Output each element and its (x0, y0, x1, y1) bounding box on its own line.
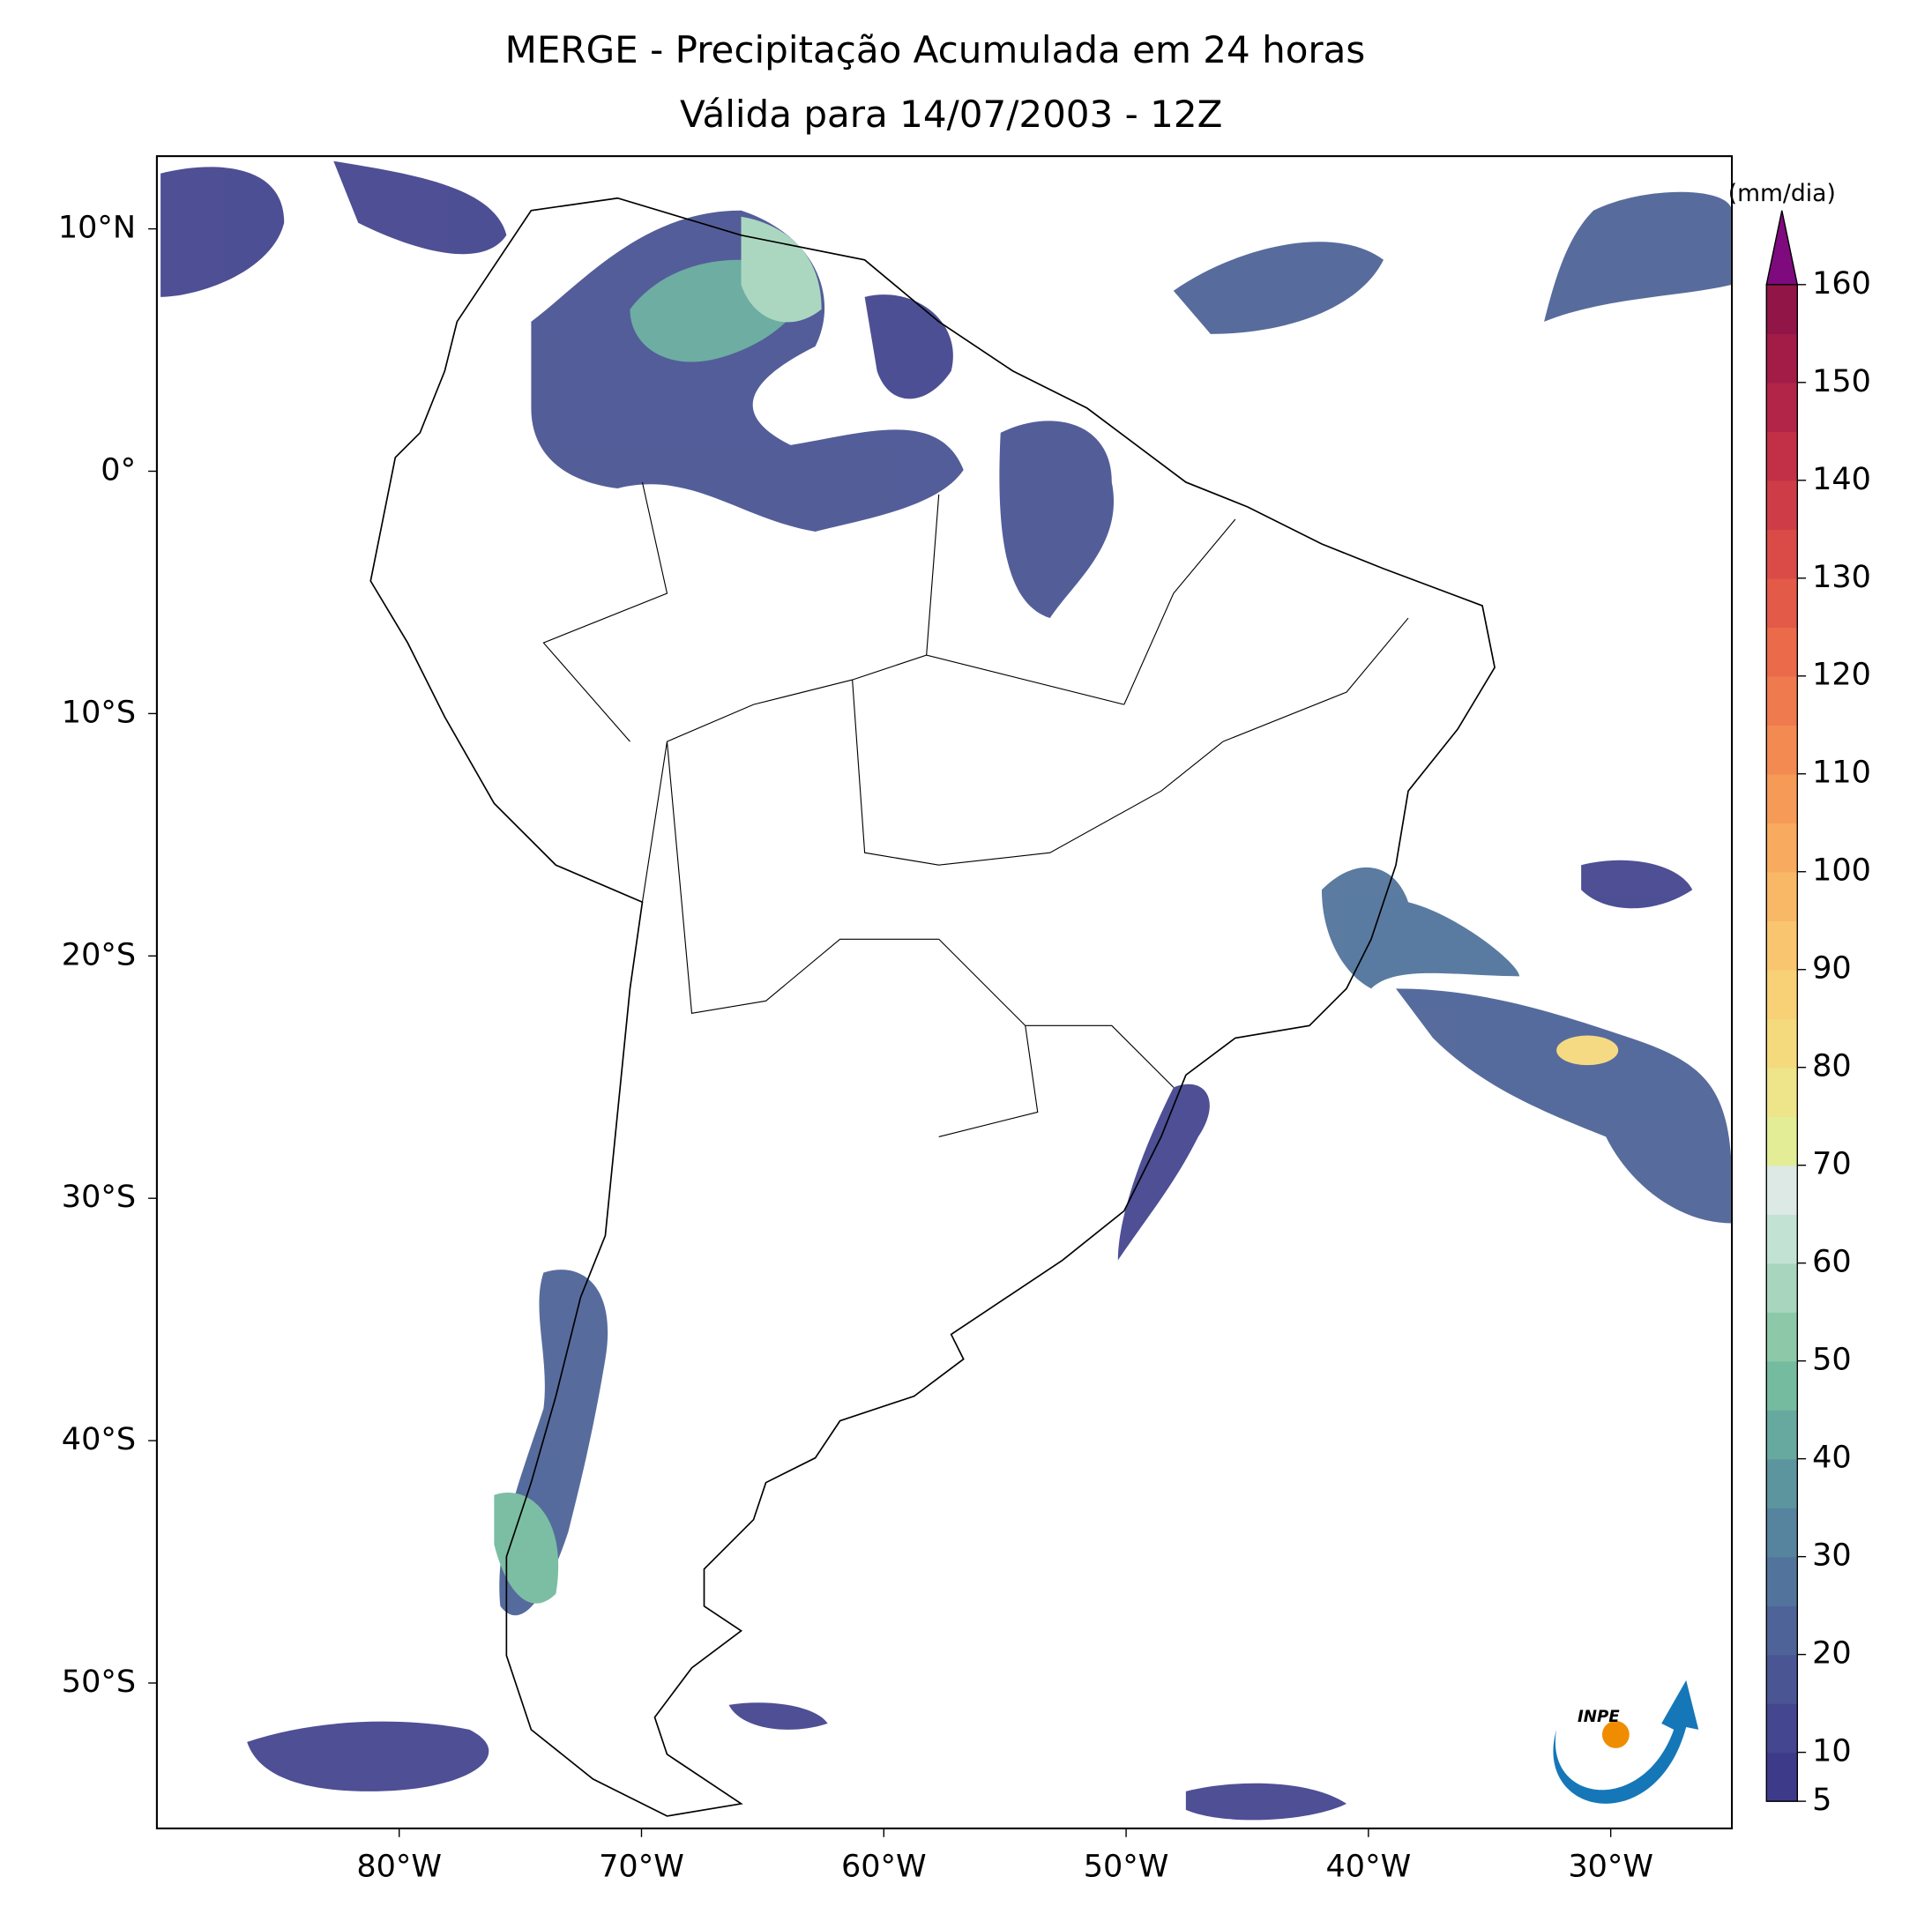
borders (542, 481, 1409, 1137)
colorbar-band (1766, 480, 1798, 530)
colorbar-band (1766, 1262, 1798, 1313)
colorbar-band (1766, 577, 1798, 628)
colorbar-tick-label: 40 (1812, 1440, 1852, 1476)
y-tick-label: 10°N (58, 210, 136, 246)
rain-area (1396, 988, 1733, 1224)
colorbar-extend (1765, 210, 1799, 286)
colorbar-tick-label: 130 (1812, 559, 1871, 595)
colorbar-tick-label: 90 (1812, 950, 1852, 987)
colorbar-band (1766, 1654, 1798, 1704)
x-tick-label: 40°W (1326, 1849, 1412, 1885)
colorbar-band (1766, 382, 1798, 432)
colorbar-tick-label: 30 (1812, 1538, 1852, 1574)
y-tick-label: 50°S (62, 1664, 136, 1700)
colorbar-band (1766, 725, 1798, 775)
colorbar-band (1766, 1312, 1798, 1362)
rain-area (1173, 242, 1384, 334)
colorbar-band (1766, 1214, 1798, 1264)
precipitation-areas (160, 160, 1733, 1821)
colorbar-band (1766, 773, 1798, 823)
rain-area (1544, 191, 1733, 322)
colorbar-band (1766, 1752, 1798, 1802)
colorbar-band (1766, 529, 1798, 579)
colorbar-tick-label: 100 (1812, 853, 1871, 889)
colorbar-band (1766, 1410, 1798, 1460)
colorbar-frame (1765, 284, 1799, 1802)
chart-title: MERGE - Precipitação Acumulada em 24 hor… (505, 28, 1366, 71)
colorbar-tick-label: 20 (1812, 1635, 1852, 1672)
colorbar-band (1766, 284, 1798, 335)
colorbar-tick-label: 150 (1812, 363, 1871, 399)
colorbar-band (1766, 1458, 1798, 1508)
colorbar-band (1766, 431, 1798, 481)
rain-area (1321, 867, 1520, 989)
colorbar-band (1766, 675, 1798, 726)
logo-sun (1601, 1721, 1630, 1748)
rain-area (1581, 860, 1693, 909)
colorbar-band (1766, 627, 1798, 677)
map-frame (155, 155, 1734, 1829)
rain-area (741, 216, 822, 323)
map-layer (155, 155, 1734, 1829)
rain-area (999, 421, 1115, 619)
y-tick-label: 30°S (62, 1179, 136, 1215)
rain-area (1117, 1084, 1210, 1261)
colorbar-band (1766, 1018, 1798, 1069)
rain-area (531, 210, 964, 532)
colorbar-tick-label: 60 (1812, 1244, 1852, 1280)
rain-area (494, 1493, 559, 1604)
colorbar-label: (mm/dia) (1728, 180, 1836, 207)
colorbar-band (1766, 1165, 1798, 1215)
y-tick-label: 0° (101, 451, 136, 488)
colorbar-band (1766, 1508, 1798, 1558)
logo-arrow (1553, 1679, 1699, 1804)
colorbar-tick-label: 120 (1812, 657, 1871, 693)
colorbar-tick-label: 160 (1812, 265, 1871, 302)
logo-text: INPE (1578, 1708, 1620, 1726)
colorbar-band (1766, 333, 1798, 384)
colorbar-band (1766, 1067, 1798, 1117)
colorbar-band (1766, 1605, 1798, 1656)
y-tick-label: 20°S (62, 936, 136, 972)
x-tick-label: 50°W (1084, 1849, 1169, 1885)
rain-area (728, 1702, 828, 1730)
colorbar-tick-label: 5 (1812, 1782, 1831, 1818)
colorbar-band (1766, 920, 1798, 971)
colorbar-tick-label: 50 (1812, 1342, 1852, 1378)
rain-area (864, 294, 953, 399)
colorbar-band (1766, 1116, 1798, 1166)
rain-area (247, 1721, 489, 1791)
colorbar-band (1766, 1360, 1798, 1411)
rain-area (160, 167, 285, 297)
x-tick-label: 60°W (841, 1849, 927, 1885)
rain-area (1185, 1783, 1346, 1821)
coastline (369, 197, 1496, 1817)
rain-area (1556, 1035, 1619, 1066)
colorbar-tick-label: 10 (1812, 1733, 1852, 1769)
colorbar-tick-label: 80 (1812, 1048, 1852, 1084)
colorbar-tick-label: 70 (1812, 1146, 1852, 1182)
logo: INPE (1553, 1679, 1699, 1804)
y-tick-label: 10°S (62, 694, 136, 730)
map-background (156, 156, 1733, 1828)
x-tick-label: 30°W (1568, 1849, 1653, 1885)
chart-subtitle: Válida para 14/07/2003 - 12Z (680, 93, 1222, 136)
y-tick-label: 40°S (62, 1421, 136, 1457)
colorbar-band (1766, 871, 1798, 921)
colorbar-band (1766, 823, 1798, 873)
rain-area (333, 160, 507, 255)
colorbar-tick-label: 110 (1812, 755, 1871, 791)
colorbar-band (1766, 1556, 1798, 1606)
colorbar-tick-label: 140 (1812, 461, 1871, 497)
colorbar-band (1766, 1703, 1798, 1754)
x-tick-label: 70°W (599, 1849, 684, 1885)
x-tick-label: 80°W (356, 1849, 442, 1885)
colorbar-band (1766, 969, 1798, 1019)
